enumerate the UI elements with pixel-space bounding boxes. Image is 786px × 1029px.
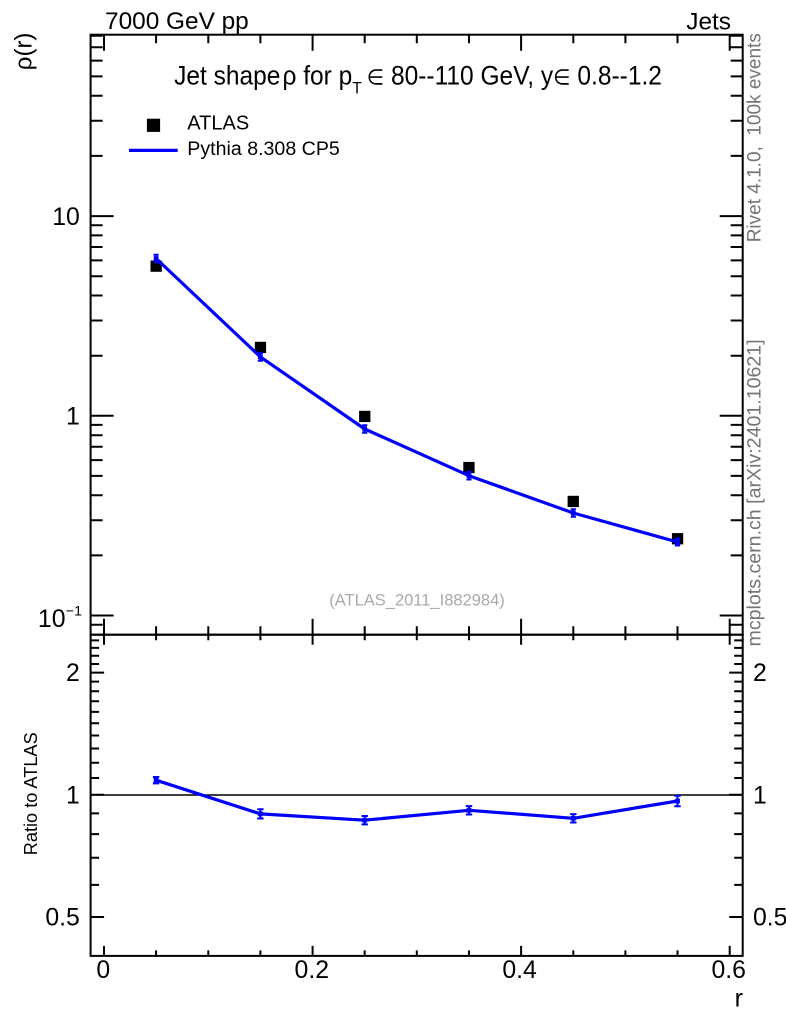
svg-text:1: 1	[66, 782, 80, 809]
svg-text:Jets: Jets	[686, 8, 731, 35]
svg-text:0.5: 0.5	[45, 905, 79, 932]
svg-text:10: 10	[38, 606, 66, 633]
svg-text:0.2: 0.2	[295, 957, 329, 984]
svg-text:7000 GeV pp: 7000 GeV pp	[105, 8, 249, 35]
svg-text:0: 0	[96, 957, 110, 984]
svg-text:r: r	[735, 985, 743, 1013]
svg-text:10: 10	[52, 204, 80, 231]
svg-text:Pythia 8.308 CP5: Pythia 8.308 CP5	[187, 138, 340, 160]
svg-text:0.5: 0.5	[753, 905, 786, 932]
svg-text:mcplots.cern.ch [arXiv:2401.10: mcplots.cern.ch [arXiv:2401.10621]	[743, 339, 765, 646]
svg-text:ATLAS: ATLAS	[187, 112, 249, 134]
svg-text:0.4: 0.4	[502, 957, 537, 984]
svg-text:Ratio to ATLAS: Ratio to ATLAS	[21, 732, 41, 855]
svg-text:0.6: 0.6	[711, 957, 745, 984]
svg-text:(ATLAS_2011_I882984): (ATLAS_2011_I882984)	[329, 591, 505, 609]
svg-text:ρ(r): ρ(r)	[10, 33, 37, 71]
svg-text:−1: −1	[66, 604, 82, 620]
svg-text:2: 2	[66, 660, 80, 687]
svg-text:1: 1	[66, 403, 80, 430]
svg-text:Rivet 4.1.0, 100k events: Rivet 4.1.0, 100k events	[744, 33, 765, 242]
svg-text:2: 2	[753, 660, 767, 687]
svg-text:1: 1	[753, 782, 767, 809]
